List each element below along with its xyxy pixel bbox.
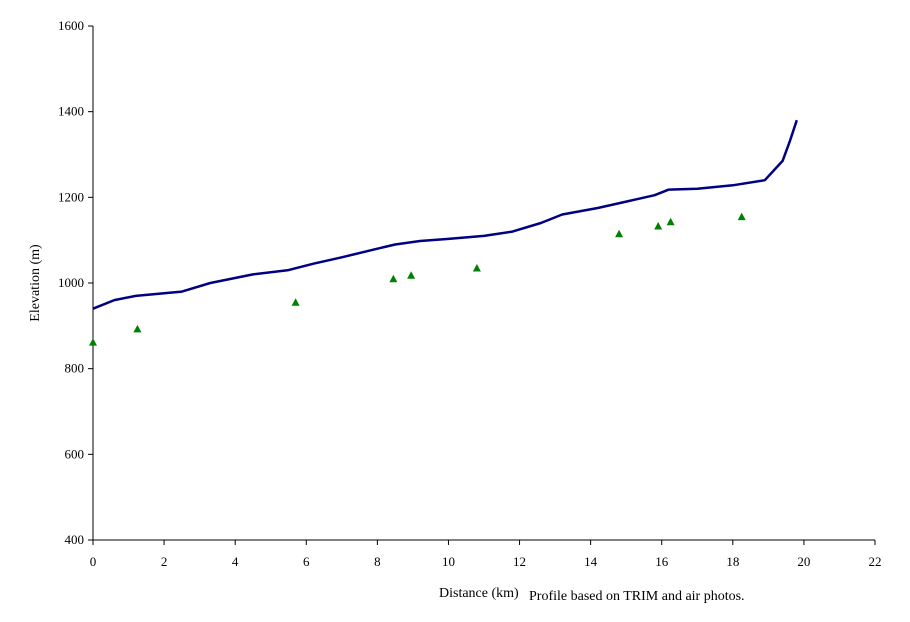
data-point-triangle <box>737 212 746 221</box>
y-tick-label: 1400 <box>58 104 84 119</box>
data-point-triangle <box>472 264 481 272</box>
x-tick-label: 14 <box>584 554 598 569</box>
x-tick-label: 2 <box>161 554 168 569</box>
data-point-triangle <box>291 298 300 306</box>
y-tick-label: 1600 <box>58 18 84 33</box>
x-axis-title: Distance (km) <box>439 586 519 601</box>
data-point-triangle <box>666 217 675 226</box>
y-tick-label: 800 <box>65 361 85 376</box>
axis-ticks: 400 600 800 1000 1200 1400 1600 0 2 4 6 8 10 12 14 16 18… <box>58 18 882 569</box>
y-tick-label: 1200 <box>58 189 84 204</box>
x-tick-label: 4 <box>232 554 239 569</box>
x-tick-label: 10 <box>442 554 455 569</box>
y-tick-label: 600 <box>65 446 85 461</box>
x-tick-label: 6 <box>303 554 310 569</box>
data-point-triangle <box>89 338 97 346</box>
y-tick-label: 1000 <box>58 275 84 290</box>
y-tick-label: 400 <box>65 532 85 547</box>
data-point-triangle <box>654 222 663 230</box>
source-note: Profile based on TRIM and air photos. <box>529 589 745 604</box>
x-tick-label: 18 <box>726 554 739 569</box>
x-tick-label: 0 <box>90 554 97 569</box>
data-point-triangle <box>133 324 142 333</box>
y-axis-title: Elevation (m) <box>28 244 43 322</box>
river-profile-line <box>92 119 798 310</box>
data-point-triangle <box>407 271 416 279</box>
plot-area <box>89 119 798 346</box>
x-tick-label: 20 <box>797 554 810 569</box>
x-tick-label: 16 <box>655 554 669 569</box>
data-point-triangle <box>615 229 624 238</box>
x-tick-label: 8 <box>374 554 381 569</box>
x-tick-label: 22 <box>869 554 882 569</box>
data-point-triangle <box>389 274 398 283</box>
x-tick-label: 12 <box>513 554 526 569</box>
